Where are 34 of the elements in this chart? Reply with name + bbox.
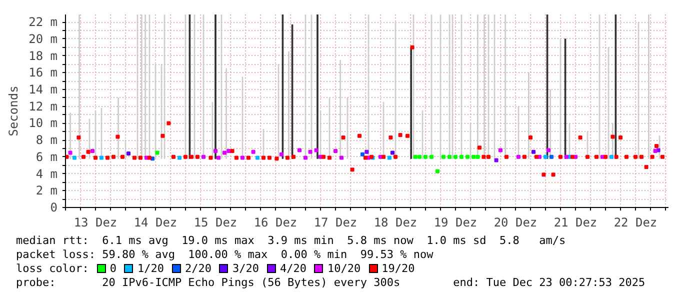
x-tick-label: 19 Dez: [434, 216, 478, 230]
legend-label: 1/20: [137, 262, 164, 275]
y-tick-label: 2 m: [36, 184, 58, 198]
y-tick-label: 0: [50, 200, 58, 214]
legend-label: 0: [110, 262, 116, 275]
text: probe: 20 IPv6-ICMP Echo Pings (56 Bytes) every 300s end: Tue Dec 23 00:27:53 2025: [16, 276, 646, 290]
x-tick-label: 16 Dez: [254, 216, 298, 230]
text: packet loss: 59.80 % avg 100.00 % max 0.00 % min 99.53 % now: [16, 248, 434, 262]
x-tick-label: 18 Dez: [374, 216, 418, 230]
legend-label: 10/20: [327, 262, 361, 275]
x-tick-label: 15 Dez: [194, 216, 238, 230]
y-axis-title: Seconds: [6, 86, 21, 136]
x-tick-label: 13 Dez: [74, 216, 118, 230]
legend-label: 19/20: [382, 262, 415, 275]
x-tick-label: 21 Dez: [554, 216, 598, 230]
x-tick-label: 14 Dez: [134, 216, 178, 230]
legend-title: loss color:: [16, 262, 89, 275]
y-tick-label: 4 m: [36, 166, 58, 181]
y-tick-label: 14 m: [28, 82, 58, 97]
y-tick-label: 18 m: [28, 48, 58, 63]
y-tick-label: 12 m: [28, 99, 58, 114]
y-tick-label: 10 m: [28, 116, 58, 130]
x-tick-label: 20 Dez: [494, 216, 538, 230]
x-tick-label: 22 Dez: [614, 216, 658, 230]
y-tick-label: 6 m: [36, 150, 58, 164]
y-tick-label: 16 m: [28, 66, 58, 80]
y-tick-label: 22 m: [28, 15, 58, 30]
y-tick-label: 8 m: [36, 133, 58, 148]
legend-label: 3/20: [232, 262, 259, 275]
y-tick-label: 20 m: [28, 32, 58, 46]
x-tick-label: 17 Dez: [314, 216, 358, 230]
legend-label: 4/20: [280, 262, 306, 275]
text: median rtt: 6.1 ms avg 19.0 ms max 3.9 ms min 5.8 ms now 1.0 ms sd 5.8 am/s: [16, 234, 566, 248]
legend-label: 2/20: [184, 262, 212, 275]
